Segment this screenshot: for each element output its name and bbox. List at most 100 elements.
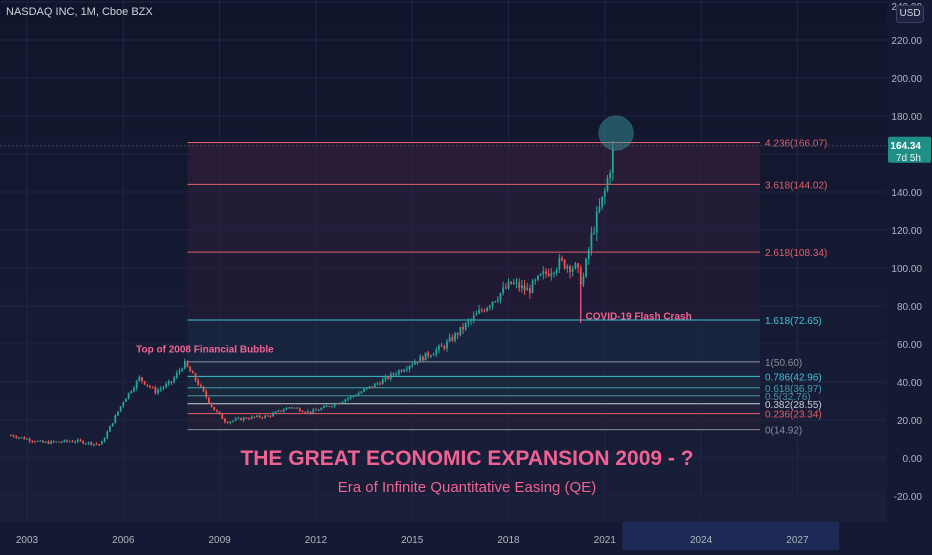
candle-body <box>518 282 521 289</box>
candle-body <box>183 360 186 369</box>
candle-body <box>159 388 162 390</box>
candle-body <box>424 352 427 361</box>
candle-body <box>585 258 587 277</box>
candle-body <box>512 282 515 284</box>
candle-body <box>191 371 194 374</box>
candle-body <box>371 386 373 388</box>
price-tick-label: 180.00 <box>891 112 922 123</box>
candle-body <box>36 440 39 442</box>
candle-body <box>379 383 381 385</box>
candle-body <box>454 333 456 341</box>
time-tick-label: 2021 <box>594 535 617 546</box>
time-tick-label: 2015 <box>401 535 424 546</box>
candle-body <box>31 441 34 443</box>
candle-body <box>333 403 336 407</box>
candle-body <box>611 149 614 173</box>
price-tick-label: 200.00 <box>891 74 922 85</box>
candle-body <box>462 326 464 330</box>
candle-body <box>470 319 472 322</box>
candle-body <box>234 418 237 421</box>
price-tick-label: 140.00 <box>891 188 922 199</box>
candle-body <box>419 356 422 363</box>
candle-body <box>101 441 103 445</box>
fib-zone <box>187 395 760 404</box>
candle-body <box>483 310 486 312</box>
candle-body <box>10 435 12 437</box>
candle-body <box>250 416 253 419</box>
candle-body <box>18 437 20 439</box>
candle-body <box>389 373 392 379</box>
candle-body <box>312 409 315 414</box>
candle-body <box>95 443 98 445</box>
candle-body <box>258 415 261 418</box>
fib-level-label: 0.5(32.76) <box>765 392 811 403</box>
subheadline-text: Era of Infinite Quantitative Easing (QE) <box>338 479 596 496</box>
candle-body <box>240 418 242 421</box>
countdown-label: 7d 5h <box>896 153 921 164</box>
candle-body <box>133 388 135 392</box>
candle-body <box>569 266 571 272</box>
candle-body <box>475 313 478 316</box>
candle-body <box>494 301 497 303</box>
candles <box>10 140 614 447</box>
fib-zone <box>187 413 760 430</box>
candle-body <box>357 393 360 396</box>
bubble-top-label: Top of 2008 Financial Bubble <box>136 345 274 356</box>
time-axis[interactable]: 2003 2006 2009 2012 2015 2018 2021 2024 2027 <box>0 522 932 550</box>
candle-body <box>170 381 173 383</box>
candle-body <box>130 391 133 393</box>
candle-body <box>256 415 258 418</box>
candle-body <box>141 377 143 382</box>
symbol-title[interactable]: NASDAQ INC, 1M, Cboe BZX <box>6 6 153 18</box>
current-price-tag <box>888 136 931 163</box>
candle-body <box>293 407 296 409</box>
candle-body <box>590 232 593 251</box>
candle-body <box>119 406 122 412</box>
price-tick-label: 0.00 <box>903 454 923 465</box>
candle-body <box>79 439 82 441</box>
candle-body <box>232 420 234 422</box>
candle-body <box>336 403 339 405</box>
candle-body <box>397 370 400 375</box>
candle-body <box>443 346 446 349</box>
candle-body <box>446 341 448 349</box>
candle-body <box>355 395 357 397</box>
candle-body <box>574 263 577 269</box>
candle-body <box>290 407 293 409</box>
candle-body <box>186 360 189 367</box>
candle-body <box>298 408 301 412</box>
candle-body <box>218 411 221 414</box>
candle-body <box>74 441 77 443</box>
candle-body <box>125 398 127 402</box>
candle-body <box>87 442 90 444</box>
candle-body <box>534 279 537 281</box>
candle-body <box>109 425 111 432</box>
candle-body <box>269 415 272 417</box>
candle-body <box>577 263 579 268</box>
candle-body <box>143 381 146 385</box>
candle-body <box>331 406 333 408</box>
candle-body <box>205 391 208 398</box>
fib-zone <box>187 184 760 253</box>
candle-body <box>304 411 307 413</box>
candle-body <box>603 190 606 197</box>
candle-body <box>523 285 526 291</box>
candle-body <box>237 418 240 420</box>
candle-body <box>122 401 125 407</box>
candle-body <box>135 380 138 389</box>
candle-body <box>173 377 176 383</box>
candle-body <box>373 383 376 388</box>
candle-body <box>181 368 184 371</box>
candle-body <box>499 293 502 300</box>
fib-zone <box>187 387 760 396</box>
fib-zone <box>187 376 760 388</box>
candle-body <box>352 395 355 397</box>
price-axis[interactable]: -20.00 0.00 20.00 40.00 60.00 80.00 100.00 120.… <box>887 0 932 550</box>
candle-body <box>111 423 114 426</box>
candle-body <box>208 397 210 403</box>
candle-body <box>189 366 192 372</box>
currency-button[interactable]: USD <box>896 5 924 23</box>
headline-text: THE GREAT ECONOMIC EXPANSION 2009 - ? <box>240 447 693 470</box>
